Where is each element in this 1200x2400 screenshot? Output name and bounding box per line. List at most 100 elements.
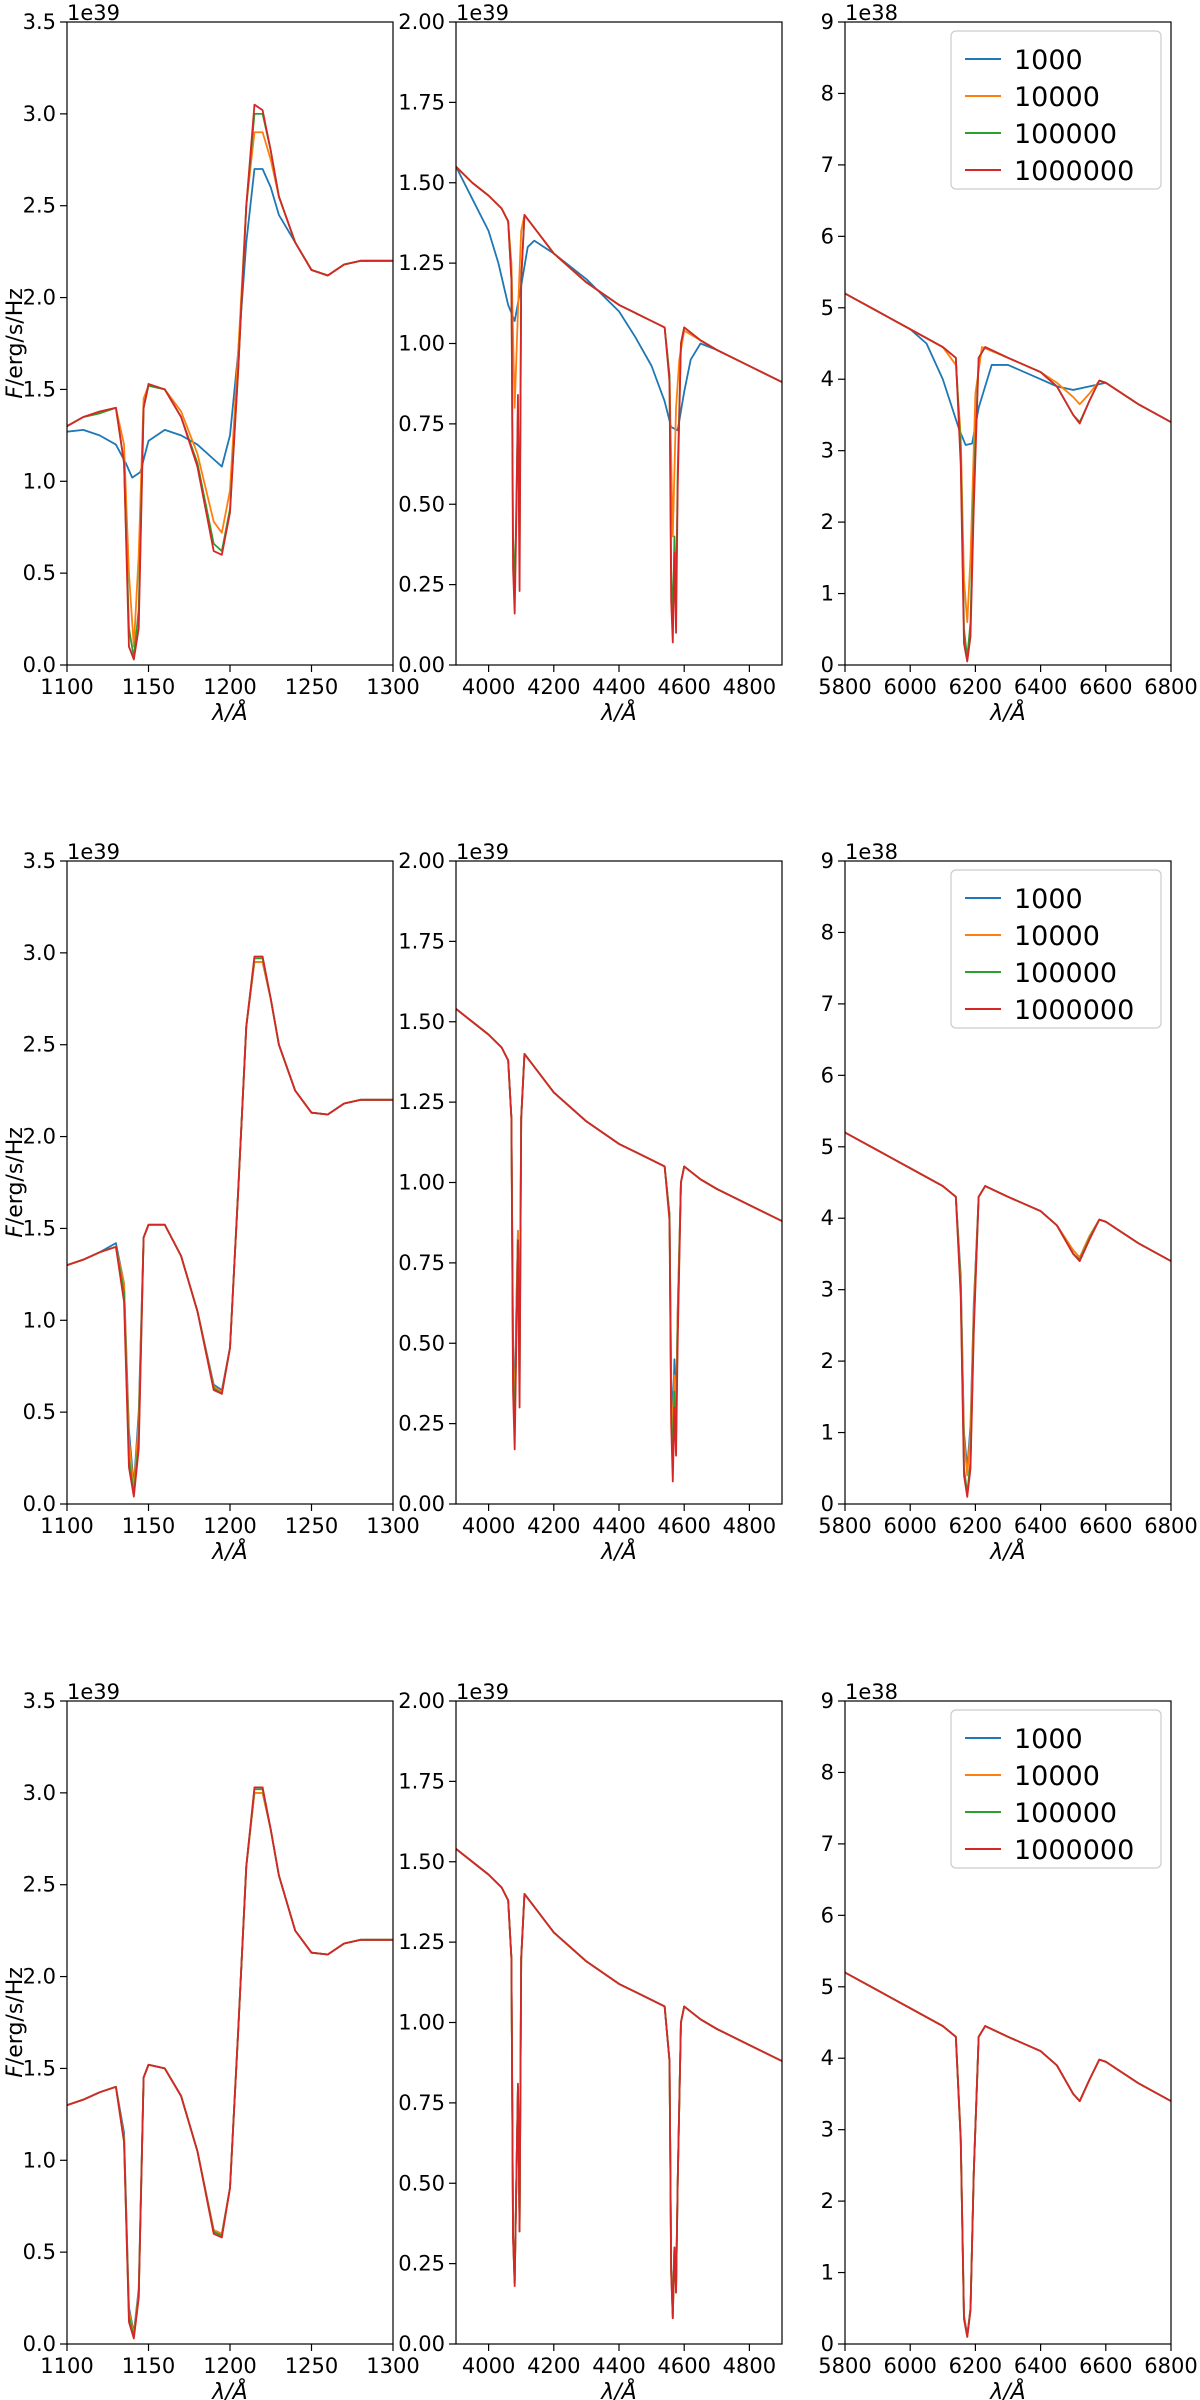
y-tick-label: 1.0 (23, 2148, 56, 2172)
series-line-1000 (845, 1971, 1171, 2337)
y-tick-label: 9 (821, 10, 834, 34)
axis-offset-text: 1e39 (456, 840, 509, 864)
axis-offset-text: 1e38 (845, 840, 898, 864)
x-tick-label: 5800 (818, 675, 871, 699)
y-tick-label: 4 (821, 2046, 834, 2070)
y-tick-label: 3 (821, 2118, 834, 2142)
x-tick-label: 1200 (203, 675, 256, 699)
series-line-1000000 (67, 103, 393, 661)
y-tick-label: 0.0 (23, 653, 56, 677)
x-tick-label: 6000 (883, 1514, 936, 1538)
legend-label-1000000: 1000000 (1014, 1835, 1134, 1866)
series-line-100000 (456, 1848, 782, 2320)
y-tick-label: 2.0 (23, 286, 56, 310)
y-tick-label: 2 (821, 510, 834, 534)
x-tick-label: 4400 (592, 1514, 645, 1538)
legend-box (950, 1709, 1162, 1869)
x-tick-label: 6600 (1079, 2354, 1132, 2378)
y-axis-label: F/erg/s/Hz (3, 1127, 28, 1238)
y-tick-label: 3.0 (23, 102, 56, 126)
series-group (456, 1008, 782, 1483)
y-tick-label: 6 (821, 1903, 834, 1927)
axis-offset-text: 1e38 (845, 1, 898, 25)
legend-box (950, 30, 1162, 190)
x-tick-label: 4200 (527, 1514, 580, 1538)
legend-label-10000: 10000 (1014, 82, 1100, 113)
axes-frame (455, 1700, 783, 2345)
x-tick-label: 1100 (40, 1514, 93, 1538)
y-tick-label: 0.75 (398, 412, 445, 436)
x-tick-label: 6200 (949, 1514, 1002, 1538)
y-tick-label: 2.5 (23, 1873, 56, 1897)
x-tick-label: 1250 (285, 675, 338, 699)
y-tick-label: 5 (821, 1135, 834, 1159)
y-tick-label: 5 (821, 296, 834, 320)
series-line-10000 (67, 131, 393, 648)
x-tick-label: 4000 (462, 675, 515, 699)
y-tick-label: 1.75 (398, 929, 445, 953)
y-tick-label: 1.00 (398, 2011, 445, 2035)
legend-label-1000000: 1000000 (1014, 995, 1134, 1026)
x-axis-label: λ/Å (600, 1538, 636, 1565)
y-tick-label: 3.5 (23, 849, 56, 873)
x-tick-label: 1300 (366, 675, 419, 699)
x-axis-label: λ/Å (600, 699, 636, 726)
axis-offset-text: 1e39 (67, 1680, 120, 1704)
series-line-1000000 (67, 955, 393, 1498)
x-tick-label: 1150 (122, 2354, 175, 2378)
x-tick-label: 5800 (818, 2354, 871, 2378)
legend-label-100000: 100000 (1014, 119, 1117, 150)
y-tick-label: 6 (821, 1063, 834, 1087)
x-tick-label: 6600 (1079, 1514, 1132, 1538)
series-group (456, 1848, 782, 2320)
x-tick-label: 6400 (1014, 2354, 1067, 2378)
series-line-100000 (456, 1008, 782, 1467)
series-line-100000 (456, 166, 782, 628)
subplot-r2-c2: 5800 6000 6200 6400 6600 6800 0 1 2 3 4 5 6 7 8 9 1e38 λ/… (818, 1680, 1197, 2400)
y-tick-label: 3.5 (23, 1689, 56, 1713)
series-line-1000 (456, 166, 782, 432)
axis-offset-text: 1e39 (67, 840, 120, 864)
y-tick-label: 8 (821, 920, 834, 944)
legend-box (950, 869, 1162, 1029)
x-tick-label: 1150 (122, 1514, 175, 1538)
series-line-10000 (845, 292, 1171, 624)
y-axis-label: F/erg/s/Hz (3, 288, 28, 399)
y-tick-label: 0.25 (398, 1412, 445, 1436)
y-tick-label: 0.5 (23, 1400, 56, 1424)
x-axis-label: λ/Å (989, 2378, 1025, 2400)
y-tick-label: 2.5 (23, 194, 56, 218)
y-tick-label: 2.00 (398, 849, 445, 873)
y-tick-label: 0.0 (23, 2332, 56, 2356)
x-tick-label: 6600 (1079, 675, 1132, 699)
y-tick-label: 3.0 (23, 1781, 56, 1805)
series-group (845, 292, 1171, 663)
x-tick-label: 6000 (883, 2354, 936, 2378)
y-tick-label: 0.75 (398, 2091, 445, 2115)
series-line-100000 (67, 957, 393, 1496)
axes-frame (66, 1700, 394, 2345)
series-line-100000 (845, 1971, 1171, 2338)
x-axis-label: λ/Å (211, 2378, 247, 2400)
series-line-1000 (67, 961, 393, 1487)
x-tick-label: 4600 (657, 675, 710, 699)
series-line-10000 (67, 961, 393, 1491)
y-tick-label: 2 (821, 1349, 834, 1373)
series-line-1000 (67, 168, 393, 479)
legend-label-10000: 10000 (1014, 1761, 1100, 1792)
axis-offset-text: 1e39 (67, 1, 120, 25)
series-line-100000 (67, 1788, 393, 2338)
x-axis-label: λ/Å (989, 1538, 1025, 1565)
subplot-r2-c1: 4000 4200 4400 4600 4800 0.00 0.25 0.50 0.75 1.00… (398, 1680, 783, 2400)
x-tick-label: 6800 (1144, 2354, 1197, 2378)
y-tick-label: 2.0 (23, 1965, 56, 1989)
y-tick-label: 7 (821, 1832, 834, 1856)
series-line-1000000 (845, 1971, 1171, 2338)
y-tick-label: 5 (821, 1975, 834, 1999)
y-tick-label: 4 (821, 367, 834, 391)
axes-frame (844, 860, 1172, 1505)
axis-offset-text: 1e38 (845, 1680, 898, 1704)
y-tick-label: 1 (821, 2261, 834, 2285)
series-group (67, 1786, 393, 2340)
legend-label-1000: 1000 (1014, 45, 1083, 76)
